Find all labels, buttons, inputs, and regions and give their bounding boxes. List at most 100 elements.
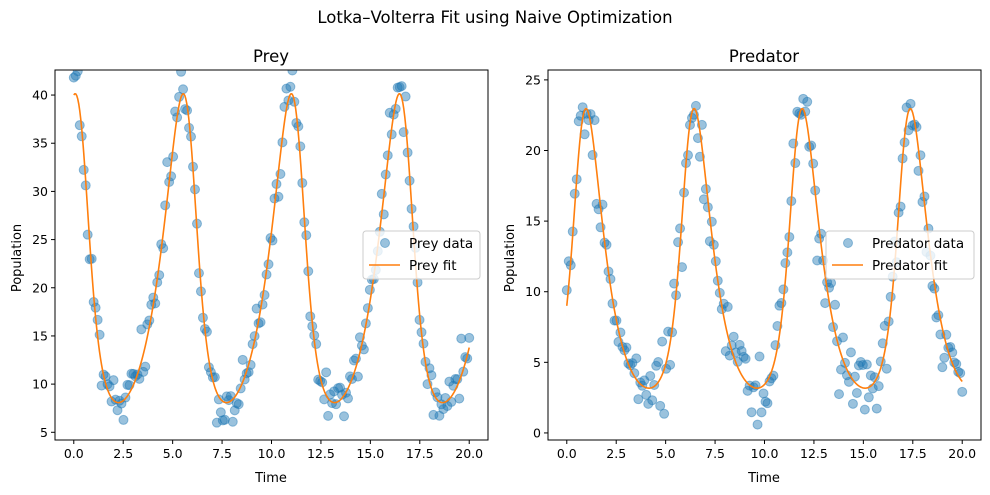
predator-data-point xyxy=(857,360,868,371)
predator-data-point xyxy=(881,363,892,374)
predator-data-point xyxy=(774,300,785,311)
predator-data-point xyxy=(957,386,968,397)
prey-data-point xyxy=(237,354,248,365)
predator-data-point xyxy=(647,395,658,406)
predator-x-tick-label: 5.0 xyxy=(656,446,676,461)
prey-data-point xyxy=(343,393,353,404)
predator-y-axis-label: Population xyxy=(503,224,518,292)
prey-fit-line xyxy=(73,92,470,404)
predator-y-axis-ticks: 0 5 10 15 20 25 xyxy=(525,72,548,440)
prey-data-point xyxy=(464,332,475,343)
prey-data-point xyxy=(72,70,83,77)
prey-legend-data-label: Prey data xyxy=(409,236,473,252)
predator-plot-area xyxy=(561,93,968,430)
predator-data-point xyxy=(722,301,733,312)
predator-data-point xyxy=(851,387,862,398)
predator-data-point xyxy=(760,396,771,407)
prey-legend-box xyxy=(362,230,481,280)
predator-data-point xyxy=(720,346,731,357)
predator-data-point xyxy=(752,419,763,430)
predator-data-point xyxy=(643,398,654,409)
predator-data-point xyxy=(734,339,745,350)
prey-x-tick-label: 12.5 xyxy=(307,446,335,461)
prey-data-point xyxy=(118,414,129,425)
prey-data-point xyxy=(70,70,81,81)
predator-data-point xyxy=(837,332,848,343)
predator-data-point xyxy=(746,407,757,418)
predator-data-point xyxy=(812,255,823,266)
predator-data-point xyxy=(859,404,870,415)
predator-data-point xyxy=(798,93,809,104)
figure-title: Lotka–Volterra Fit using Naive Optimizat… xyxy=(317,8,672,27)
prey-data-point xyxy=(333,383,344,394)
predator-y-tick-label: 10 xyxy=(525,284,541,299)
predator-y-tick-label: 15 xyxy=(525,214,541,229)
prey-data-point xyxy=(444,376,455,387)
prey-data-point xyxy=(438,404,449,415)
predator-data-point xyxy=(885,291,896,302)
predator-legend-fit-label: Predator fit xyxy=(872,258,948,274)
predator-data-point xyxy=(847,398,858,409)
predator-legend-box xyxy=(825,230,975,280)
predator-x-tick-label: 15.0 xyxy=(849,446,877,461)
predator-x-tick-label: 17.5 xyxy=(899,446,927,461)
predator-data-point xyxy=(635,377,646,388)
prey-data-point xyxy=(140,361,151,372)
prey-data-point xyxy=(335,382,346,393)
prey-data-point xyxy=(160,200,171,211)
predator-data-point xyxy=(836,364,846,375)
predator-data-point xyxy=(816,228,827,239)
prey-data-point xyxy=(396,81,407,92)
predator-data-point xyxy=(754,351,765,362)
predator-legend-data-label: Predator data xyxy=(872,236,964,252)
prey-data-point xyxy=(323,410,334,421)
prey-data-point xyxy=(281,83,292,94)
predator-x-tick-label: 20.0 xyxy=(948,446,976,461)
prey-data-point xyxy=(227,416,238,427)
predator-data-point xyxy=(738,351,749,362)
predator-data-point xyxy=(873,381,884,392)
predator-data-point xyxy=(790,158,801,169)
prey-y-tick-label: 10 xyxy=(32,377,48,392)
predator-data-point xyxy=(736,345,747,356)
prey-data-point xyxy=(166,171,177,182)
prey-data-point xyxy=(92,314,103,325)
prey-y-tick-label: 5 xyxy=(40,425,48,440)
prey-data-point xyxy=(193,268,204,279)
predator-data-point xyxy=(853,360,864,371)
prey-y-tick-label: 20 xyxy=(32,280,48,295)
predator-data-point xyxy=(937,362,948,373)
prey-data-point xyxy=(78,164,89,175)
prey-data-point xyxy=(456,333,467,344)
predator-data-point xyxy=(631,353,642,364)
prey-x-axis-label: Time xyxy=(254,471,287,486)
predator-data-point xyxy=(645,370,656,381)
prey-y-tick-label: 25 xyxy=(32,232,48,247)
predator-x-axis-label: Time xyxy=(747,471,780,486)
predator-x-axis-ticks: 0.0 2.5 5.0 7.5 10.0 12.5 15.0 17.5 20.0 xyxy=(557,440,976,461)
prey-data-point xyxy=(213,394,224,405)
predator-data-point xyxy=(653,357,664,368)
predator-y-tick-label: 20 xyxy=(525,143,541,158)
prey-data-point xyxy=(428,409,439,420)
prey-data-point xyxy=(126,368,137,379)
predator-x-tick-label: 0.0 xyxy=(557,446,577,461)
predator-data-point xyxy=(780,258,791,269)
predator-data-point xyxy=(728,331,739,342)
prey-data-point xyxy=(217,415,228,426)
prey-data-point xyxy=(352,371,363,382)
predator-data-point xyxy=(641,389,652,400)
predator-data-point xyxy=(895,201,906,212)
prey-data-point xyxy=(74,120,85,131)
predator-data-point xyxy=(561,285,572,296)
predator-legend: Predator data Predator fit xyxy=(825,230,975,280)
prey-data-point xyxy=(434,410,445,421)
predator-data-point xyxy=(633,394,644,405)
predator-panel: Predator 0.0 2.5 5.0 7.5 10.0 12.5 15.0 17.5 20.… xyxy=(503,47,982,486)
prey-panel-title: Prey xyxy=(253,47,289,66)
prey-data-point xyxy=(454,393,465,404)
predator-panel-title: Predator xyxy=(729,47,799,66)
prey-data-point xyxy=(108,375,119,386)
predator-data-point xyxy=(683,150,693,161)
